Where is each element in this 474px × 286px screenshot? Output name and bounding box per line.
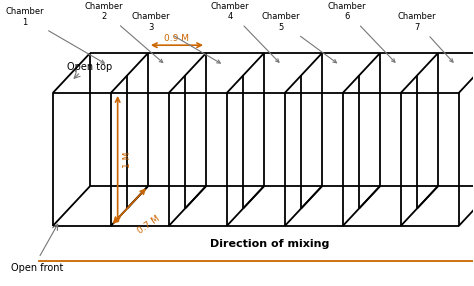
Text: Chamber
7: Chamber 7 bbox=[397, 13, 453, 62]
Text: Chamber
4: Chamber 4 bbox=[210, 2, 279, 62]
Text: Chamber
5: Chamber 5 bbox=[262, 13, 337, 63]
Text: 0.7 M: 0.7 M bbox=[137, 214, 162, 236]
Text: Chamber
2: Chamber 2 bbox=[85, 2, 163, 63]
Text: 1 M: 1 M bbox=[123, 151, 132, 168]
Text: 0.9 M: 0.9 M bbox=[164, 34, 190, 43]
Text: Chamber
3: Chamber 3 bbox=[131, 13, 220, 63]
Text: Direction of mixing: Direction of mixing bbox=[210, 239, 329, 249]
Text: Chamber
1: Chamber 1 bbox=[5, 7, 104, 63]
Text: Open top: Open top bbox=[67, 62, 112, 72]
Text: Open front: Open front bbox=[11, 263, 63, 273]
Text: Chamber
6: Chamber 6 bbox=[328, 2, 395, 62]
